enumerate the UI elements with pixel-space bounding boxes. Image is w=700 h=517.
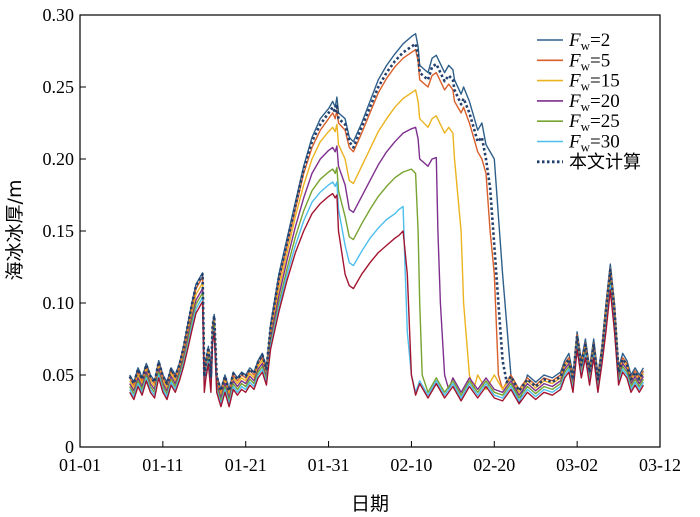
- x-tick-label: 01-01: [59, 455, 101, 475]
- x-tick-label: 03-12: [639, 455, 681, 475]
- legend-label: Fw=15: [568, 71, 620, 94]
- legend-label: Fw=2: [568, 30, 610, 53]
- series-line-3: [129, 89, 645, 396]
- y-tick-label: 0.05: [43, 365, 75, 385]
- series-line-7: [129, 192, 645, 408]
- y-axis-title: 海冰冰厚/m: [4, 180, 26, 281]
- legend-label: 本文计算: [569, 152, 641, 173]
- legend-label: Fw=30: [568, 132, 620, 155]
- y-tick-label: 0.20: [43, 149, 75, 169]
- x-tick-label: 02-20: [473, 455, 515, 475]
- x-tick-label: 01-21: [225, 455, 267, 475]
- legend-label: Fw=20: [568, 91, 620, 114]
- legend-label: Fw=5: [568, 50, 610, 73]
- series-line-8: [128, 42, 645, 393]
- x-axis-ticks: 01-01 01-11 01-21 01-31 02-10 02-20 03-02 03-12: [59, 441, 681, 475]
- x-tick-label: 01-31: [308, 455, 350, 475]
- y-tick-label: 0.15: [43, 221, 75, 241]
- legend-label: Fw=25: [568, 111, 620, 134]
- x-axis-title: 日期: [351, 493, 389, 515]
- y-axis-ticks: 0 0.05 0.10 0.15 0.20 0.25 0.30: [43, 5, 86, 457]
- y-tick-label: 0.10: [43, 293, 75, 313]
- y-tick-label: 0.30: [43, 5, 75, 25]
- x-tick-label: 03-02: [556, 455, 598, 475]
- x-tick-label: 01-11: [142, 455, 183, 475]
- plot-lines: [128, 33, 645, 408]
- y-tick-label: 0.25: [43, 77, 75, 97]
- y-tick-label: 0: [65, 437, 74, 457]
- series-line-2: [129, 48, 645, 393]
- x-tick-label: 02-10: [390, 455, 432, 475]
